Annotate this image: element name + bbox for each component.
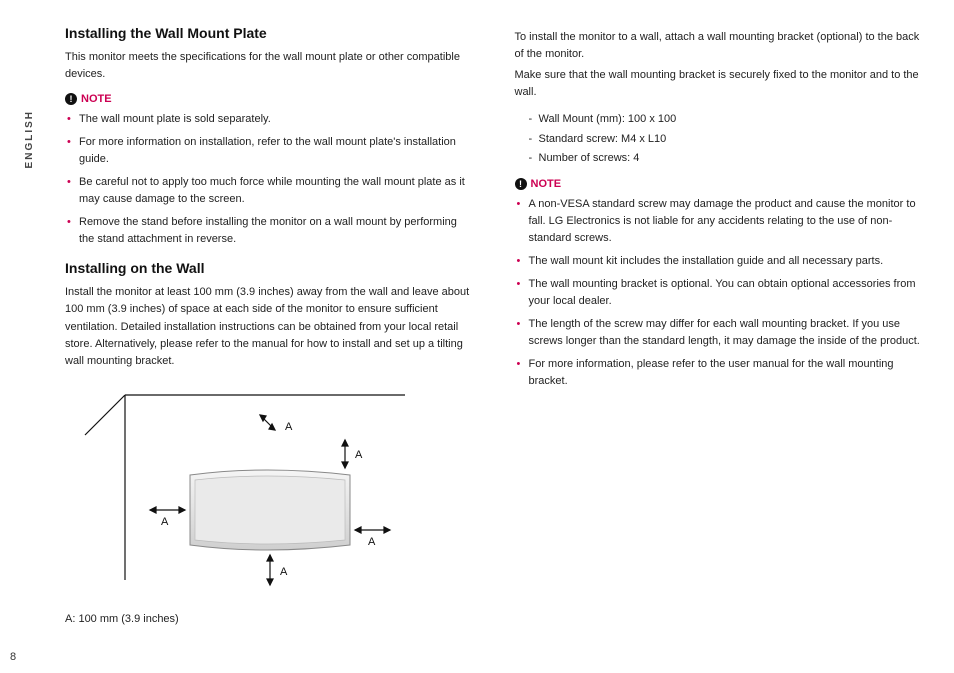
list-item: For more information, please refer to th… bbox=[515, 356, 925, 390]
note-header-2: ! NOTE bbox=[515, 178, 925, 190]
diagram-label: A bbox=[368, 536, 376, 548]
note-icon: ! bbox=[65, 93, 77, 105]
page-number: 8 bbox=[10, 651, 16, 663]
right-intro-2: Make sure that the wall mounting bracket… bbox=[515, 67, 925, 101]
list-item: For more information on installation, re… bbox=[65, 134, 475, 168]
note-label: NOTE bbox=[81, 93, 112, 105]
list-item: Standard screw: M4 x L10 bbox=[529, 131, 925, 149]
diagram-label: A bbox=[161, 516, 169, 528]
list-item: Number of screws: 4 bbox=[529, 150, 925, 168]
content-columns: Installing the Wall Mount Plate This mon… bbox=[0, 0, 954, 645]
language-side-label: ENGLISH bbox=[24, 110, 35, 168]
diagram-label: A bbox=[285, 421, 293, 433]
list-item: The wall mount plate is sold separately. bbox=[65, 111, 475, 128]
list-item: Be careful not to apply too much force w… bbox=[65, 174, 475, 208]
list-item: The wall mounting bracket is optional. Y… bbox=[515, 276, 925, 310]
right-intro-1: To install the monitor to a wall, attach… bbox=[515, 29, 925, 63]
diagram-label: A bbox=[280, 566, 288, 578]
diagram-wall-mount: A A A bbox=[65, 380, 475, 605]
note-label: NOTE bbox=[531, 178, 562, 190]
right-column: To install the monitor to a wall, attach… bbox=[515, 25, 925, 625]
diagram-svg: A A A bbox=[65, 380, 425, 600]
plate-intro-text: This monitor meets the specifications fo… bbox=[65, 49, 475, 83]
note-header-1: ! NOTE bbox=[65, 93, 475, 105]
list-item: The wall mount kit includes the installa… bbox=[515, 253, 925, 270]
heading-install-wall: Installing on the Wall bbox=[65, 260, 475, 276]
list-item: The length of the screw may differ for e… bbox=[515, 316, 925, 350]
note-list-2: A non-VESA standard screw may damage the… bbox=[515, 196, 925, 390]
wall-intro-text: Install the monitor at least 100 mm (3.9… bbox=[65, 284, 475, 369]
diagram-caption: A: 100 mm (3.9 inches) bbox=[65, 613, 475, 625]
note-list-1: The wall mount plate is sold separately.… bbox=[65, 111, 475, 248]
list-item: A non-VESA standard screw may damage the… bbox=[515, 196, 925, 247]
heading-install-plate: Installing the Wall Mount Plate bbox=[65, 25, 475, 41]
diagram-label: A bbox=[355, 449, 363, 461]
note-icon: ! bbox=[515, 178, 527, 190]
list-item: Wall Mount (mm): 100 x 100 bbox=[529, 111, 925, 129]
spec-list: Wall Mount (mm): 100 x 100 Standard scre… bbox=[515, 111, 925, 168]
left-column: Installing the Wall Mount Plate This mon… bbox=[65, 25, 475, 625]
list-item: Remove the stand before installing the m… bbox=[65, 214, 475, 248]
